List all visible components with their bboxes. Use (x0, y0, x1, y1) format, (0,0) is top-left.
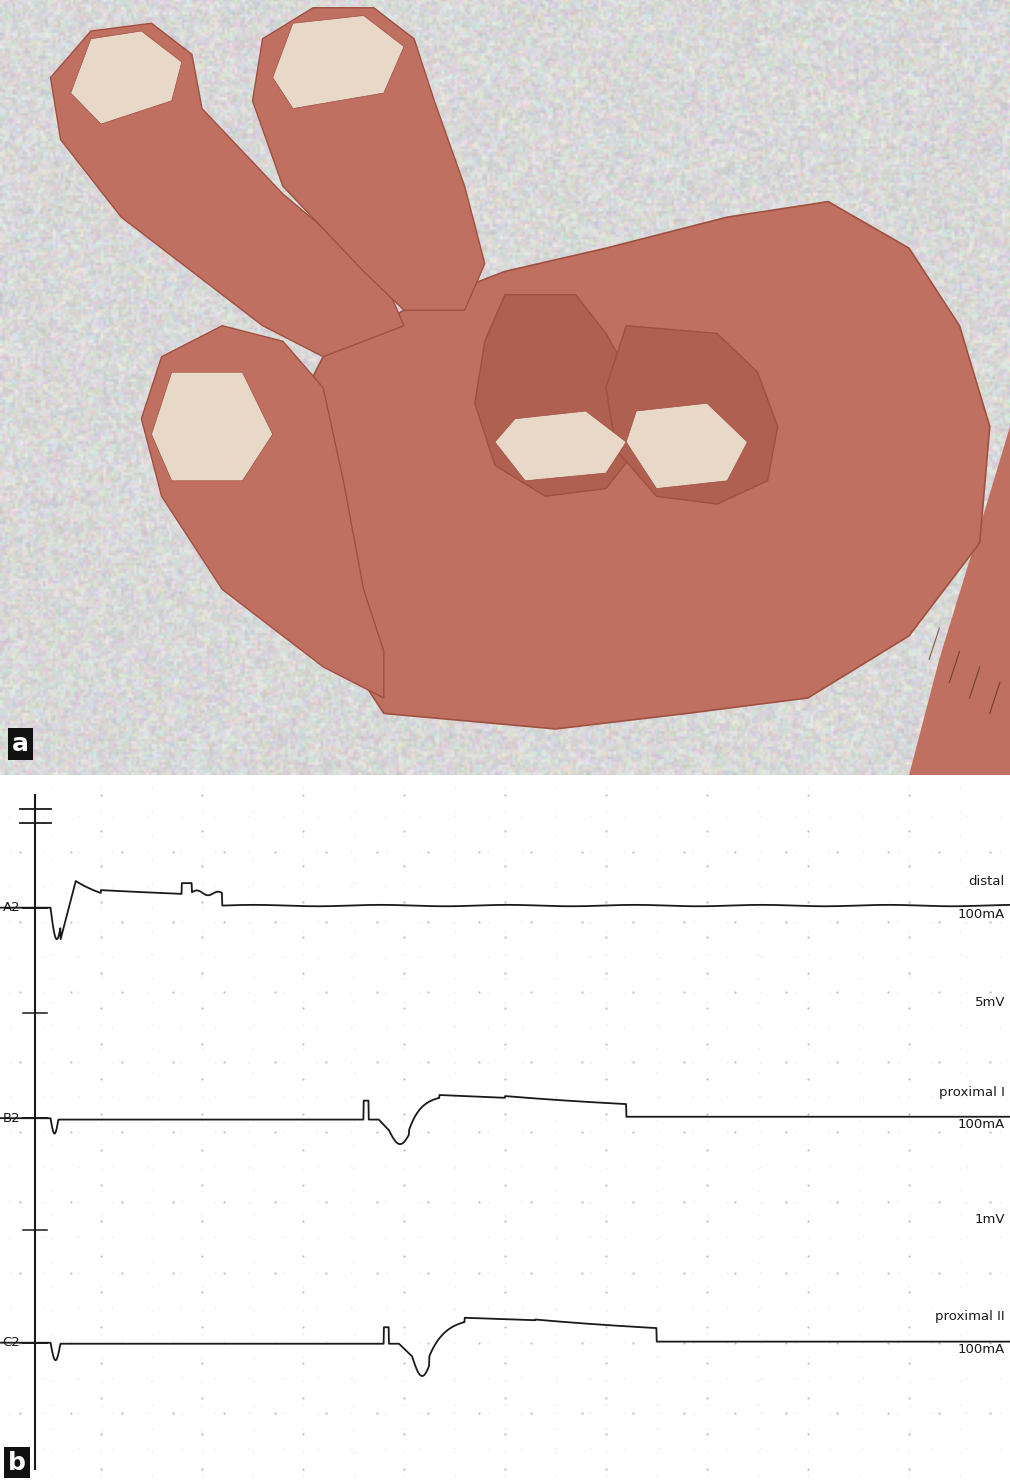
Text: b: b (8, 1450, 26, 1474)
Text: 100mA: 100mA (957, 1118, 1005, 1132)
Text: 100mA: 100mA (957, 908, 1005, 921)
Polygon shape (626, 403, 747, 488)
Text: a: a (12, 733, 29, 756)
Text: proximal I: proximal I (939, 1086, 1005, 1099)
Polygon shape (252, 7, 485, 310)
Text: proximal II: proximal II (935, 1309, 1005, 1323)
Polygon shape (475, 295, 636, 497)
Text: 5mV: 5mV (975, 997, 1005, 1008)
Polygon shape (606, 326, 778, 504)
Polygon shape (71, 31, 182, 125)
Text: C2: C2 (2, 1336, 20, 1350)
Polygon shape (283, 202, 990, 730)
Text: distal: distal (969, 875, 1005, 888)
Text: 1mV: 1mV (975, 1213, 1005, 1226)
Text: A2: A2 (3, 902, 20, 914)
Text: B2: B2 (3, 1112, 20, 1124)
Text: 100mA: 100mA (957, 1342, 1005, 1355)
Polygon shape (495, 411, 626, 480)
Polygon shape (50, 24, 404, 357)
Polygon shape (273, 15, 404, 108)
Polygon shape (141, 326, 384, 698)
Polygon shape (909, 427, 1010, 776)
Polygon shape (152, 372, 273, 480)
